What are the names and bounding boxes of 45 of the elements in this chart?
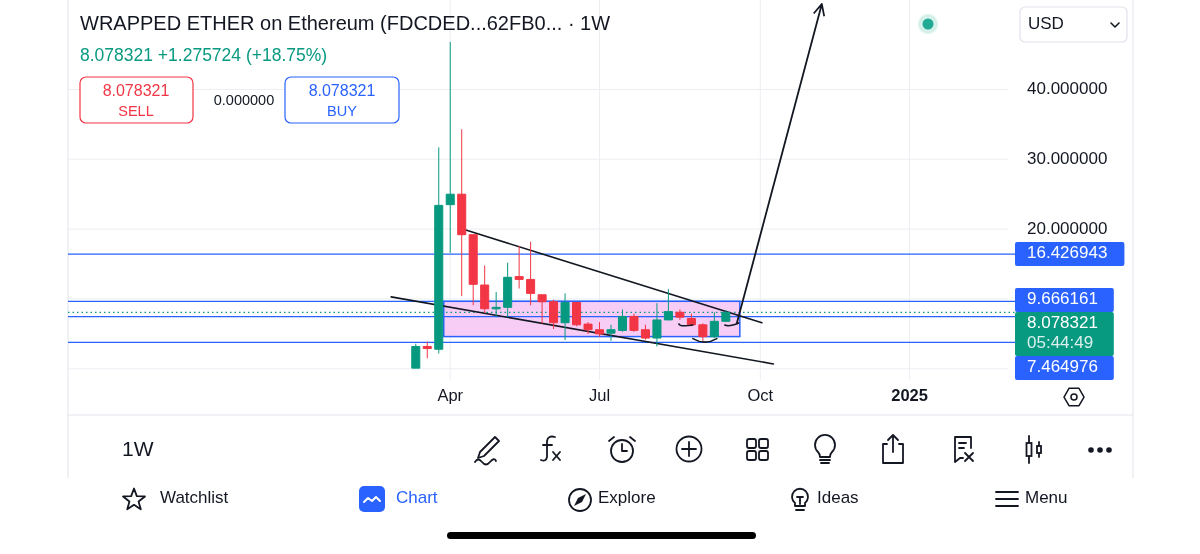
text: WRAPPED ETHER on Ethereum (FDCDED...62FB0... · 1W <box>80 12 611 35</box>
text: Explore <box>598 488 656 508</box>
candlestick <box>480 264 490 314</box>
text: Watchlist <box>160 488 229 508</box>
candlestick <box>629 313 639 333</box>
text: 8.078321 +1.275724 (+18.75%) <box>80 44 328 65</box>
candlestick <box>491 291 501 318</box>
annotation: 8.078321 <box>102 82 170 100</box>
text: Ideas <box>817 488 859 508</box>
candlestick <box>640 324 650 340</box>
text: Menu <box>1025 488 1068 508</box>
ref-line-label: 9.666161 <box>1027 289 1098 309</box>
text: 1W <box>122 436 154 460</box>
candlestick <box>617 308 627 333</box>
ref-line-label: 16.426943 <box>1027 243 1108 263</box>
candlestick <box>526 241 536 306</box>
ref-line-label: 8.078321 05:44:49 <box>1027 313 1098 353</box>
candlestick <box>595 321 605 338</box>
candlestick <box>468 234 478 306</box>
text: USD <box>1028 14 1064 34</box>
y-tick-label: 30.000000 <box>1027 148 1108 168</box>
y-tick-label: 20.000000 <box>1027 218 1108 238</box>
y-tick-label: 40.000000 <box>1027 78 1108 98</box>
candlestick <box>721 309 731 323</box>
candlestick <box>514 245 524 289</box>
annotation: 0.000000 <box>213 91 275 108</box>
candlestick <box>411 343 421 369</box>
candlestick <box>698 322 708 343</box>
candlestick <box>537 294 547 324</box>
x-tick-label: 2025 <box>891 386 928 405</box>
annotation: 8.078321 <box>308 82 376 100</box>
x-tick-label: Jul <box>588 386 611 405</box>
candlestick <box>572 301 582 327</box>
candlestick <box>422 341 432 359</box>
annotation: BUY <box>327 102 358 119</box>
ref-line-label: 7.464976 <box>1027 357 1098 377</box>
candlestick <box>606 324 616 342</box>
x-tick-label: Oct <box>747 386 774 405</box>
candlestick <box>549 299 559 330</box>
candlestick <box>457 128 467 297</box>
candlestick <box>675 308 685 321</box>
x-tick-label: Apr <box>437 386 464 405</box>
candlestick <box>583 321 593 335</box>
annotation: SELL <box>118 102 154 119</box>
text: Chart <box>396 488 438 508</box>
